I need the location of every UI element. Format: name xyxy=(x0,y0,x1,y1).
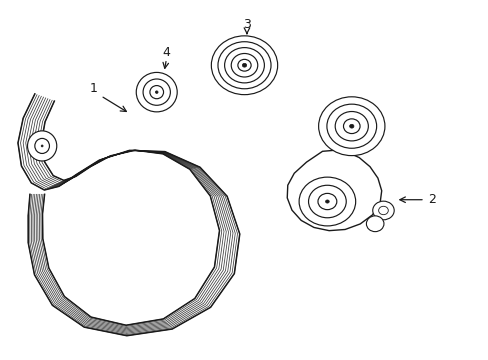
Ellipse shape xyxy=(211,36,277,95)
Text: 4: 4 xyxy=(162,46,170,59)
Ellipse shape xyxy=(218,42,270,89)
Ellipse shape xyxy=(349,124,353,128)
Text: 2: 2 xyxy=(427,193,435,206)
Ellipse shape xyxy=(334,112,367,141)
Ellipse shape xyxy=(224,48,264,83)
Ellipse shape xyxy=(150,86,163,99)
Ellipse shape xyxy=(308,185,346,218)
Text: 1: 1 xyxy=(89,82,97,95)
Text: 3: 3 xyxy=(243,18,250,31)
Ellipse shape xyxy=(343,119,359,134)
Ellipse shape xyxy=(237,59,251,71)
Polygon shape xyxy=(18,94,239,336)
Ellipse shape xyxy=(317,193,336,210)
Ellipse shape xyxy=(378,206,387,215)
Ellipse shape xyxy=(326,104,376,148)
Ellipse shape xyxy=(372,201,393,220)
Ellipse shape xyxy=(299,177,355,226)
Ellipse shape xyxy=(27,131,57,161)
Ellipse shape xyxy=(318,97,384,156)
Ellipse shape xyxy=(136,72,177,112)
Ellipse shape xyxy=(325,200,328,203)
Ellipse shape xyxy=(366,216,383,231)
Ellipse shape xyxy=(35,138,49,153)
Ellipse shape xyxy=(242,63,246,67)
Ellipse shape xyxy=(155,91,158,94)
Polygon shape xyxy=(286,150,381,231)
Ellipse shape xyxy=(231,54,257,77)
Ellipse shape xyxy=(41,145,43,147)
Ellipse shape xyxy=(143,79,170,105)
